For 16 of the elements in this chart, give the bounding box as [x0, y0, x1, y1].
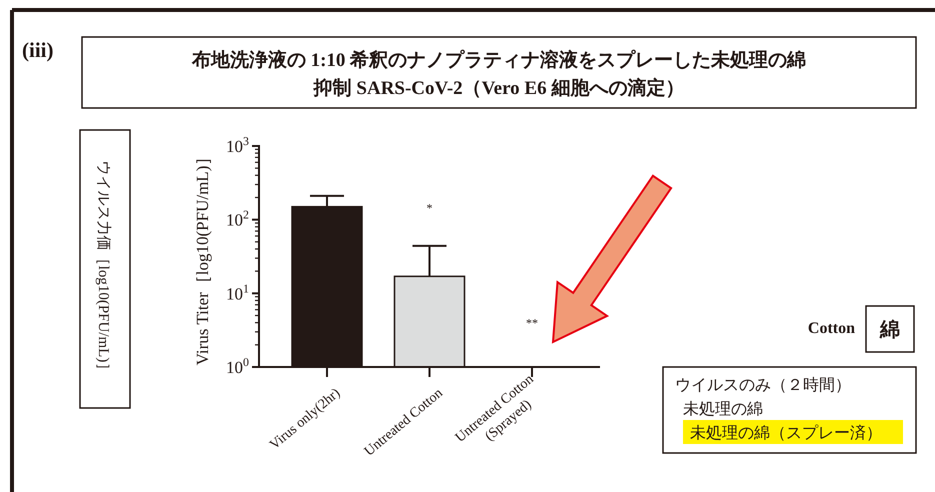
text: Cotton — [808, 320, 856, 337]
text: 未処理の綿 — [683, 400, 763, 418]
y-tick-label: 10$^{3}$ — [226, 134, 250, 156]
text: (iii) — [22, 38, 54, 62]
text: 未処理の綿（スプレー済） — [690, 424, 882, 442]
annotation: * — [426, 201, 432, 215]
chart-subtitle: 抑制 SARS-CoV-2（Vero E6 細胞への滴定） — [312, 77, 684, 99]
chart-title: 布地洗浄液の 1:10 希釈のナノプラティナ溶液をスプレーした未処理の綿 — [190, 49, 806, 71]
y-tick-label: 10$^{2}$ — [226, 208, 250, 230]
y-tick-label: 10$^{1}$ — [226, 281, 250, 304]
text: ウイルス力価［log10(PFU/mL)］ — [95, 160, 112, 378]
y-tick-label: 10$^{0}$ — [226, 355, 250, 377]
text: 綿 — [879, 319, 900, 341]
y-axis-title: Virus Titer［log10(PFU/mL)］ — [193, 148, 212, 366]
text: ウイルスのみ（２時間） — [675, 376, 851, 394]
annotation: ** — [526, 316, 538, 330]
